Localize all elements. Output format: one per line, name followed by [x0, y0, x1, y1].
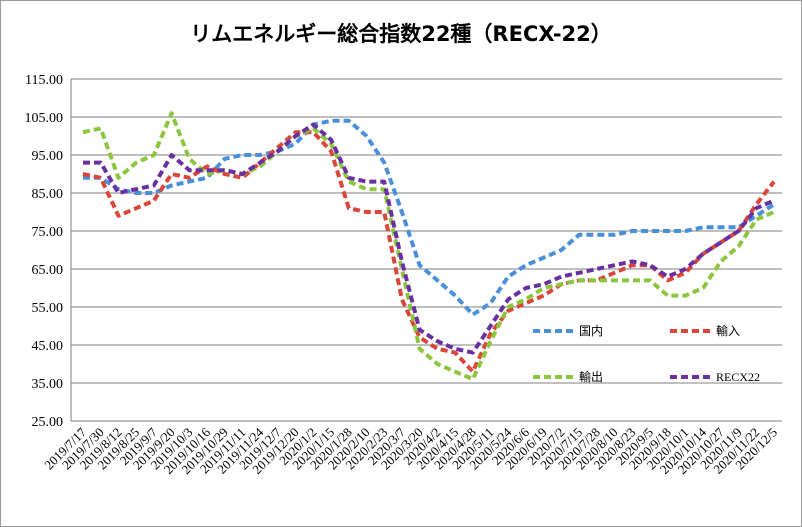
y-tick-label: 45.00	[32, 339, 64, 354]
y-tick-label: 55.00	[32, 301, 64, 316]
y-tick-label: 75.00	[32, 225, 64, 240]
series-line-3	[83, 122, 775, 355]
x-axis-ticks: 2019/7/172019/7/302019/8/122019/8/252019…	[41, 424, 780, 477]
series-lines	[82, 111, 776, 382]
y-tick-label: 35.00	[32, 377, 64, 392]
y-tick-label: 105.00	[25, 111, 64, 126]
y-axis-ticks: 115.00 105.00 95.00 85.00 75.00 65.00 55.00 45.…	[25, 73, 64, 430]
legend-label: 輸出	[579, 369, 603, 384]
y-tick-label: 85.00	[32, 187, 64, 202]
series-line-0	[83, 118, 776, 317]
legend-label: RECX22	[716, 370, 760, 384]
y-tick-label: 25.00	[32, 415, 64, 430]
y-tick-label: 95.00	[32, 149, 64, 164]
y-tick-label: 115.00	[25, 73, 63, 88]
y-tick-label: 65.00	[32, 263, 64, 278]
chart-title: リムエネルギー総合指数22種（RECX-22）	[190, 22, 612, 46]
series-line-2	[82, 111, 775, 382]
legend-label: 国内	[579, 324, 603, 338]
legend-label: 輸入	[716, 323, 740, 338]
